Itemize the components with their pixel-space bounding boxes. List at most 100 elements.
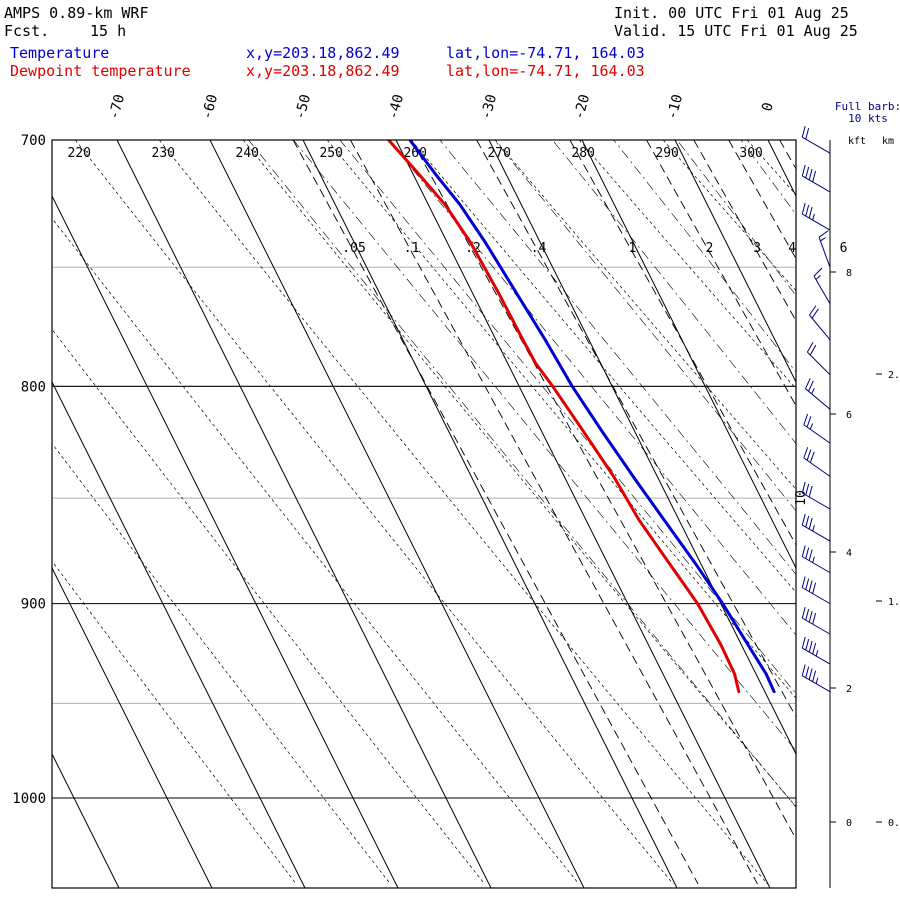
wind-barb	[805, 378, 831, 410]
wind-barb-staff	[818, 237, 831, 268]
temperature-tick-label: -50	[292, 93, 314, 122]
wind-barb-full	[809, 344, 817, 356]
wind-barb	[801, 636, 831, 665]
wind-barb-staff	[802, 587, 831, 605]
wind-barb-half	[815, 677, 819, 684]
mixing-ratio-label: 1	[629, 241, 637, 256]
wind-barb-full	[805, 515, 810, 528]
wind-barb-staff	[813, 275, 831, 305]
wind-barb-full	[812, 612, 817, 625]
wind-barb	[801, 576, 831, 605]
wind-barb-full	[801, 606, 806, 619]
legend-temperature-xy: x,y=203.18,862.49	[246, 44, 400, 62]
dry-adiabat-line	[494, 140, 796, 490]
kft-tick-label: 8	[846, 268, 852, 279]
mixing-ratio-label: 2	[706, 241, 714, 256]
temperature-profile	[408, 140, 776, 694]
wind-barb-full	[808, 380, 814, 392]
dry-adiabat-line	[75, 140, 674, 885]
mixing-ratio-label: .4	[531, 241, 547, 256]
wind-barb-full	[805, 666, 810, 678]
init-time: Init. 00 UTC Fri 01 Aug 25	[614, 4, 849, 22]
km-tick-label: 1.	[888, 597, 900, 608]
isentrope-label: 290	[655, 146, 678, 161]
temperature-tick-label: -40	[385, 93, 407, 122]
dry-adiabat-line	[746, 140, 796, 196]
moist-adiabat-line	[388, 140, 796, 636]
dry-adiabat-line	[662, 140, 796, 292]
wind-barb	[806, 341, 831, 376]
wind-barb-full	[808, 610, 813, 623]
wind-barb-staff	[802, 647, 831, 665]
dry-adiabat-line	[52, 328, 485, 885]
forecast-hour: 15 h	[90, 22, 127, 40]
wind-barb	[801, 125, 831, 154]
isentrope-label: 270	[487, 146, 510, 161]
wind-barb-full	[818, 230, 829, 238]
wind-barb-full	[808, 549, 813, 561]
wind-barb	[801, 164, 831, 193]
wind-barb-full	[805, 608, 810, 621]
mixing-ratio-line	[411, 140, 796, 840]
wind-barb	[801, 545, 831, 574]
wind-barb-full	[808, 168, 813, 181]
wind-barb-full	[813, 267, 823, 277]
isotherm-line	[581, 140, 796, 570]
dry-adiabat-line	[242, 140, 796, 808]
plot-frame	[51, 139, 797, 889]
pressure-tick-label: 900	[21, 597, 46, 613]
wind-barb-full	[808, 517, 813, 530]
temperature-tick-label: 0	[759, 101, 777, 113]
wind-barb-full	[812, 170, 817, 183]
wind-barb	[801, 481, 831, 510]
moist-adiabat-line	[676, 140, 796, 297]
mixing-ratio-line	[569, 140, 796, 546]
isotherm-line	[674, 140, 796, 384]
legend-temperature-label: Temperature	[10, 44, 110, 62]
wind-barb-full	[801, 513, 806, 526]
mixing-ratio-label: 6	[840, 241, 848, 256]
wind-barb-full	[805, 483, 810, 496]
km-tick-label: 0.	[888, 818, 900, 829]
isotherm-line	[302, 140, 678, 888]
wind-barb-full	[801, 164, 806, 177]
wind-barb-half	[812, 213, 815, 221]
wind-barb-full	[809, 451, 815, 463]
wind-barb-full	[805, 378, 811, 389]
wind-barb-full	[811, 308, 819, 319]
forecast-label: Fcst.	[4, 22, 50, 40]
kft-tick-label: 4	[846, 548, 852, 559]
wind-barb-full	[805, 578, 810, 590]
isentrope-label: 280	[571, 146, 594, 161]
pressure-tick-label: 1000	[12, 791, 46, 807]
wind-barb-staff	[803, 457, 831, 477]
isentrope-label: 300	[739, 146, 762, 161]
wind-barb-full	[803, 413, 809, 425]
wind-barb	[801, 513, 831, 542]
wind-barb-half	[811, 388, 815, 395]
mixing-ratio-label: .05	[342, 241, 365, 256]
wind-barb	[803, 413, 831, 444]
wind-barb-staff	[802, 617, 831, 635]
temperature-tick-label: -10	[664, 93, 686, 122]
isentrope-label: 250	[319, 146, 342, 161]
wind-barb-full	[801, 202, 806, 215]
isotherm-line	[52, 566, 213, 888]
dry-adiabat-line	[578, 140, 796, 390]
wind-barb-full	[808, 206, 813, 219]
wind-barb-staff	[802, 175, 831, 193]
wind-barb	[813, 267, 831, 305]
moist-adiabat-line	[887, 87, 900, 889]
wind-barb-full	[806, 341, 814, 353]
wind-barb-full	[801, 664, 806, 676]
wind-barb	[803, 447, 831, 477]
model-title: AMPS 0.89-km WRF	[4, 4, 149, 22]
wind-barb-staff	[802, 136, 831, 154]
wind-barb-staff	[802, 556, 831, 574]
wind-barb-full	[812, 582, 817, 594]
wind-barb-full	[805, 204, 810, 217]
wind-barb	[809, 305, 831, 340]
wind-barb-full	[803, 447, 809, 459]
mixing-ratio-label: 4	[788, 241, 796, 256]
wind-barb-full	[805, 638, 810, 651]
